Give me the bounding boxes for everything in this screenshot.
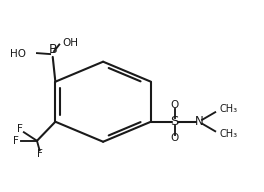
Text: S: S: [170, 115, 179, 128]
Text: O: O: [170, 133, 179, 143]
Text: CH₃: CH₃: [219, 104, 237, 114]
Text: F: F: [37, 149, 43, 159]
Text: OH: OH: [62, 38, 78, 48]
Text: F: F: [13, 136, 19, 146]
Text: HO: HO: [11, 49, 26, 59]
Text: N: N: [195, 115, 204, 128]
Text: CH₃: CH₃: [219, 129, 237, 139]
Text: O: O: [170, 100, 179, 110]
Text: B: B: [48, 43, 57, 56]
Text: F: F: [17, 124, 23, 134]
